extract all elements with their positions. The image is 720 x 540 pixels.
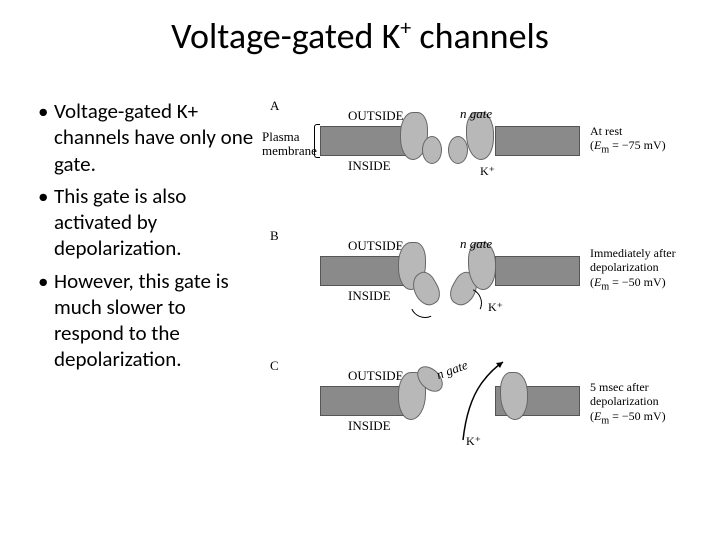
plasma-membrane-label: Plasma membrane [262, 130, 318, 159]
state-label-right: Immediately after depolarization (Em = −… [590, 246, 700, 293]
channel-gate-left [422, 136, 442, 164]
outside-label: OUTSIDE [348, 238, 404, 254]
state-line1: 5 msec after depolarization [590, 380, 700, 409]
title-sup: + [400, 14, 411, 41]
bullet-list: Voltage-gated K+ channels have only one … [10, 98, 270, 478]
state-label-right: 5 msec after depolarization (Em = −50 mV… [590, 380, 700, 427]
outside-label: OUTSIDE [348, 368, 404, 384]
inside-label: INSIDE [348, 418, 391, 434]
title-pre: Voltage-gated K [171, 14, 400, 58]
k-ion-label: K⁺ [480, 164, 495, 179]
state-line2: (Em = −50 mV) [590, 275, 700, 293]
bullet-item: This gate is also activated by depolariz… [38, 183, 260, 262]
inside-label: INSIDE [348, 158, 391, 174]
state-line2: (Em = −50 mV) [590, 409, 700, 427]
state-line1: Immediately after depolarization [590, 246, 700, 275]
membrane [320, 256, 580, 286]
inside-label: INSIDE [348, 288, 391, 304]
title-post: channels [411, 14, 549, 58]
state-line1: At rest [590, 124, 700, 138]
channel-gate-right [448, 136, 468, 164]
state-label-right: At rest (Em = −75 mV) [590, 124, 700, 157]
n-gate-label: n gate [460, 106, 492, 122]
k-ion-label: K⁺ [488, 300, 503, 315]
n-gate-label: n gate [460, 236, 492, 252]
bullet-item: However, this gate is much slower to res… [38, 268, 260, 373]
panel-letter: A [270, 98, 279, 114]
panel-letter: B [270, 228, 279, 244]
slide-title: Voltage-gated K+ channels [0, 0, 720, 68]
panel-letter: C [270, 358, 279, 374]
ion-flow-arrow [445, 354, 515, 454]
bullet-item: Voltage-gated K+ channels have only one … [38, 98, 260, 177]
content-row: Voltage-gated K+ channels have only one … [0, 68, 720, 478]
channel-diagram: A Plasma membrane OUTSIDE n gate INSIDE … [270, 98, 710, 478]
state-line2: (Em = −75 mV) [590, 138, 700, 156]
outside-label: OUTSIDE [348, 108, 404, 124]
